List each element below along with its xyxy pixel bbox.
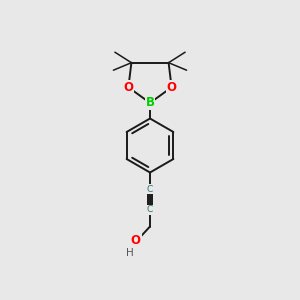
Text: B: B <box>146 96 154 110</box>
Text: C: C <box>147 184 153 194</box>
Text: C: C <box>147 206 153 214</box>
Text: O: O <box>123 81 134 94</box>
Text: O: O <box>130 234 141 248</box>
Text: H: H <box>126 248 134 258</box>
Text: O: O <box>167 81 177 94</box>
